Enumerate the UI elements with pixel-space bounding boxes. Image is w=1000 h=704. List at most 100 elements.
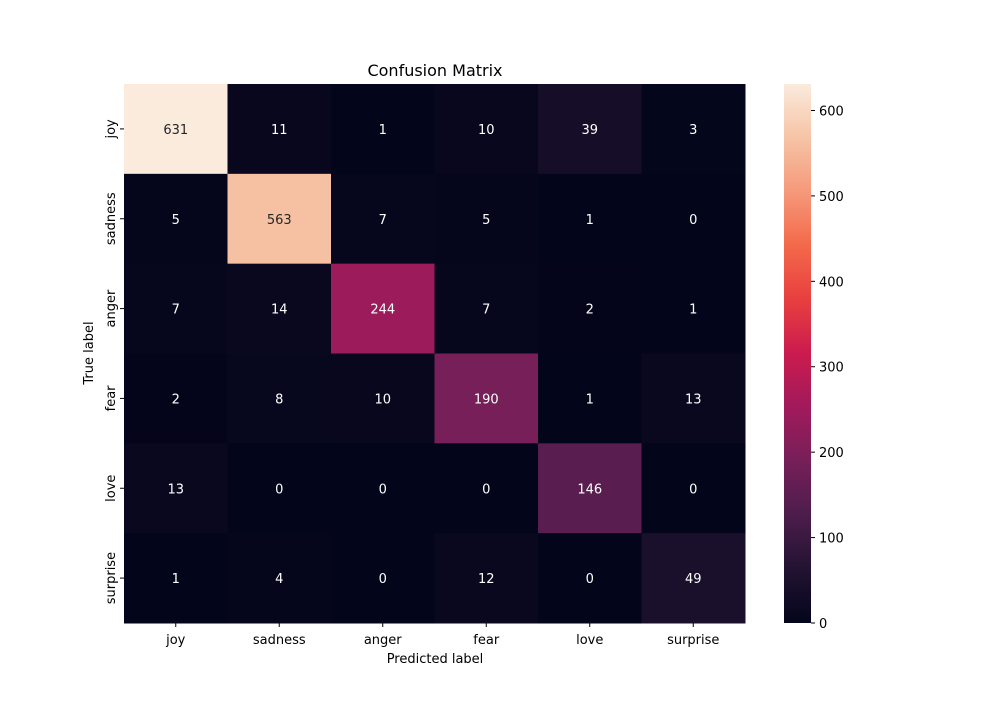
heatmap-cell [641,84,746,175]
x-tick-label: anger [364,633,402,648]
heatmap-cell [538,533,642,624]
y-tick-label: sadness [104,192,119,245]
heatmap-cell [434,443,539,534]
cell-value-label: 0 [379,482,387,497]
cell-value-label: 1 [172,572,180,587]
x-tick-label: sadness [253,633,306,648]
colorbar-tick-label: 0 [819,617,827,632]
heatmap-cell [538,84,642,175]
heatmap-cell [434,263,539,354]
heatmap-cell [538,173,642,265]
cell-value-label: 10 [478,123,495,138]
cell-value-label: 2 [586,303,594,318]
cell-value-label: 13 [167,482,184,497]
cell-value-label: 11 [271,123,288,138]
x-axis-ticks: joy sadness anger fear love surprise [165,623,719,648]
heatmap-cell [124,263,228,354]
heatmap-cell [227,263,332,354]
cell-value-label: 1 [586,213,594,228]
heatmap-cell [331,84,435,175]
cell-value-label: 0 [482,482,490,497]
cell-value-label: 7 [482,303,490,318]
cell-value-label: 0 [689,482,697,497]
cell-value-label: 631 [163,123,188,138]
cell-value-label: 0 [689,213,697,228]
heatmap-cell [227,443,332,534]
heatmap-cell [227,173,332,265]
heatmap-cell [641,173,746,265]
heatmap-cell [124,443,228,534]
heatmap-cell [538,443,642,534]
cell-value-label: 12 [478,572,495,587]
cell-value-label: 244 [370,303,395,318]
cell-value-label: 13 [685,392,702,407]
heatmap-cell [331,443,435,534]
heatmap-cell [331,263,435,354]
cell-value-label: 3 [689,123,697,138]
cell-value-label: 5 [482,213,490,228]
heatmap-cell [124,84,228,175]
heatmap-cell [124,533,228,624]
heatmap-cell [331,173,435,265]
colorbar-tick-label: 500 [819,190,844,205]
heatmap-cell [434,173,539,265]
cell-value-label: 49 [685,572,702,587]
y-axis-label: True label [82,321,97,385]
cell-value-label: 190 [474,392,499,407]
colorbar-tick-label: 600 [819,104,844,119]
x-tick-label: fear [473,633,500,648]
cell-value-label: 4 [275,572,283,587]
y-tick-label: joy [104,119,119,140]
y-tick-label: surprise [104,552,119,604]
cell-value-label: 563 [267,213,292,228]
colorbar-tick-label: 100 [819,532,844,547]
colorbar-tick-label: 400 [819,275,844,290]
heatmap-cell [434,533,539,624]
heatmap-cell [331,353,435,444]
chart-title: Confusion Matrix [367,61,502,80]
cell-value-label: 7 [379,213,387,228]
cell-value-label: 0 [275,482,283,497]
x-tick-label: joy [165,633,186,648]
cell-value-label: 0 [379,572,387,587]
heatmap-cell [641,443,746,534]
colorbar [784,84,811,623]
cell-value-label: 2 [172,392,180,407]
colorbar-ticks: 0 100 200 300 400 500 600 [811,104,844,632]
heatmap-cell [227,84,332,175]
heatmap-cell [124,353,228,444]
heatmap-cell [227,533,332,624]
heatmap-cell [641,263,746,354]
cell-value-label: 1 [379,123,387,138]
cell-value-label: 1 [586,392,594,407]
y-tick-label: fear [104,385,119,412]
heatmap-cell [124,173,228,265]
y-axis-ticks: joy sadness anger fear love surprise [104,119,124,604]
colorbar-tick-label: 300 [819,361,844,376]
cell-value-label: 39 [581,123,598,138]
heatmap-cell [538,263,642,354]
x-tick-label: surprise [667,633,719,648]
cell-value-label: 7 [172,303,180,318]
y-tick-label: love [104,475,119,502]
cell-value-label: 146 [577,482,602,497]
heatmap-cell [331,533,435,624]
heatmap-cell [641,533,746,624]
heatmap-cell [538,353,642,444]
heatmap-cells: 631 11 1 10 39 35 563 7 5 1 07 14 244 7 2 12 8 10 190 1 1313… [124,84,746,624]
x-tick-label: love [576,633,603,648]
cell-value-label: 0 [586,572,594,587]
cell-value-label: 5 [172,213,180,228]
heatmap-cell [227,353,332,444]
colorbar-tick-label: 200 [819,446,844,461]
heatmap-cell [641,353,746,444]
heatmap-cell [434,84,539,175]
cell-value-label: 1 [689,303,697,318]
cell-value-label: 8 [275,392,283,407]
cell-value-label: 14 [271,303,288,318]
heatmap-cell [434,353,539,444]
y-tick-label: anger [104,289,119,327]
x-axis-label: Predicted label [387,652,484,667]
cell-value-label: 10 [374,392,391,407]
